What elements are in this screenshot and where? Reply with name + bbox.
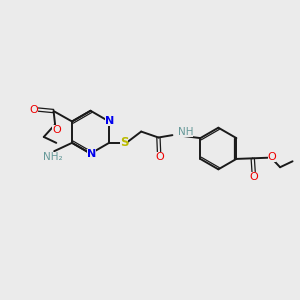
- Text: NH₂: NH₂: [43, 152, 62, 161]
- Text: NH: NH: [178, 127, 193, 137]
- Text: N: N: [105, 116, 115, 126]
- Text: O: O: [268, 152, 276, 161]
- Text: O: O: [155, 152, 164, 161]
- Text: O: O: [250, 172, 259, 182]
- Text: N: N: [87, 149, 96, 159]
- Text: O: O: [30, 105, 38, 115]
- Text: O: O: [52, 125, 61, 135]
- Text: S: S: [120, 136, 128, 149]
